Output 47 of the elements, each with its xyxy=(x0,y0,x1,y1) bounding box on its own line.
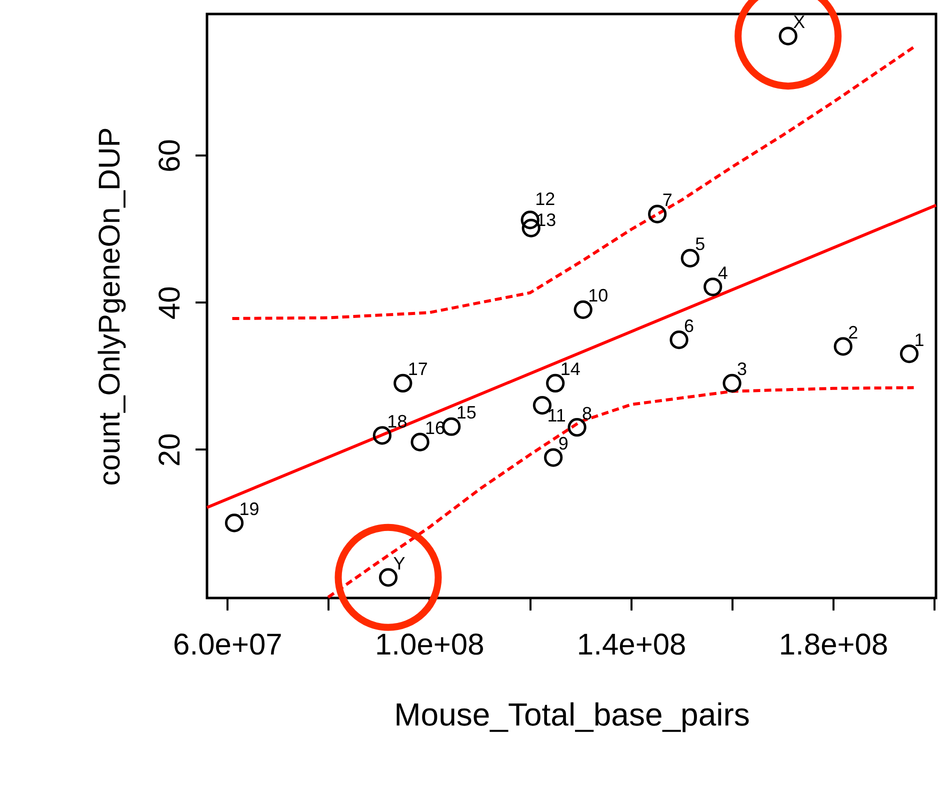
line-series xyxy=(230,46,916,320)
annotation: 8 xyxy=(582,403,592,424)
annotation: 7 xyxy=(662,190,672,210)
annotation: 9 xyxy=(558,434,568,454)
point xyxy=(568,418,586,437)
annotation: 15 xyxy=(456,402,476,423)
point xyxy=(834,337,852,356)
point xyxy=(680,248,700,268)
point xyxy=(670,330,688,350)
annotation: 2 xyxy=(848,322,858,342)
point xyxy=(224,514,244,532)
annotation: 14 xyxy=(560,359,580,380)
annotation: 3 xyxy=(737,359,748,380)
annotation: 12 xyxy=(535,188,556,209)
x-tick-label: 1.4e+08 xyxy=(576,628,686,662)
point xyxy=(648,204,667,224)
annotation: Y xyxy=(393,553,406,574)
x-tick-label: 6.0e+07 xyxy=(173,628,282,662)
annotation: 18 xyxy=(387,411,408,432)
point xyxy=(574,300,592,319)
y-tick-label: 40 xyxy=(154,286,186,320)
line-series xyxy=(326,386,916,599)
x-tick-label: 1.8e+08 xyxy=(778,628,888,662)
x-tick-label: 1.0e+08 xyxy=(374,628,484,662)
point xyxy=(546,374,565,393)
y-tick-label: 20 xyxy=(154,433,186,467)
annotation: 17 xyxy=(408,359,428,380)
y-tick-label: 60 xyxy=(154,139,186,172)
point xyxy=(520,210,540,230)
x-axis-title: Mouse_Total_base_pairs xyxy=(394,696,750,732)
point xyxy=(442,417,461,436)
point xyxy=(410,432,430,452)
point xyxy=(394,374,412,393)
annotation: 5 xyxy=(695,234,706,254)
y-axis-title: count_OnlyPgeneOn_DUP xyxy=(94,127,126,486)
annotation: 1 xyxy=(914,330,924,350)
annotation: 19 xyxy=(239,498,260,519)
point xyxy=(900,344,919,364)
point xyxy=(704,278,722,296)
annotation: X xyxy=(793,12,806,32)
annotation: 6 xyxy=(684,316,694,336)
point xyxy=(722,374,742,393)
annotation: 4 xyxy=(718,262,728,283)
point xyxy=(544,448,563,467)
annotation: 11 xyxy=(547,405,566,426)
point xyxy=(372,426,392,445)
annotation: 10 xyxy=(588,286,608,306)
